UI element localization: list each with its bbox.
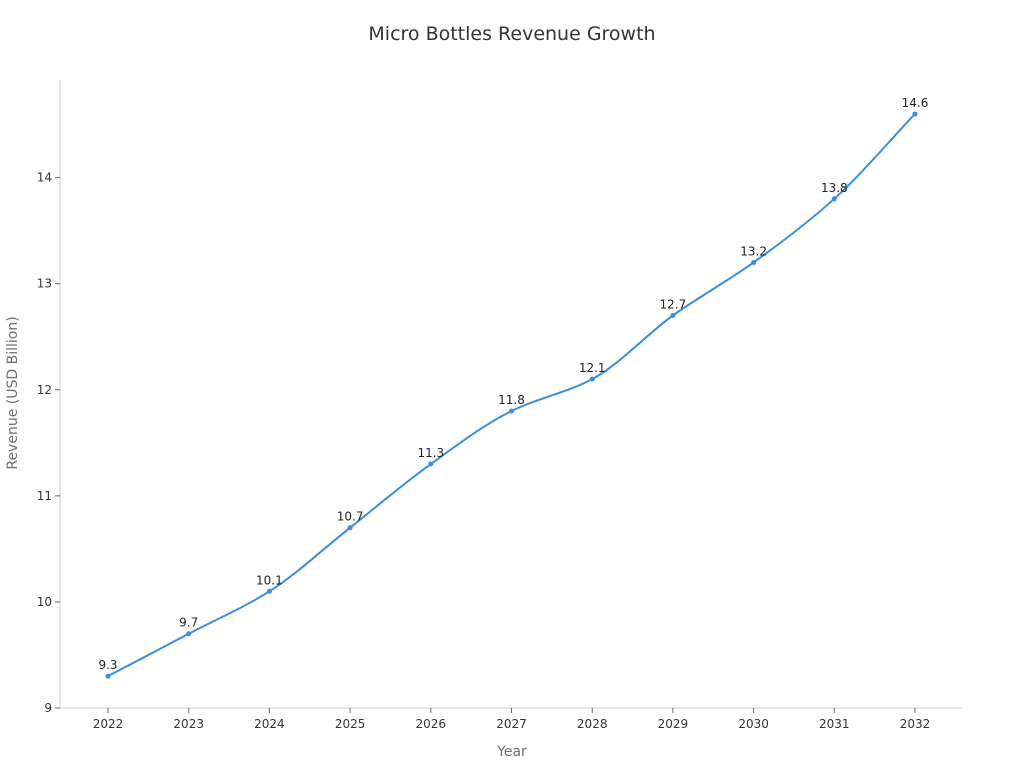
data-point (347, 525, 353, 531)
x-tick-label: 2031 (819, 717, 850, 731)
x-tick-label: 2025 (335, 717, 366, 731)
x-tick-label: 2023 (173, 717, 204, 731)
x-tick-label: 2026 (416, 717, 447, 731)
x-axis-ticks: 2022 2023 2024 2025 2026 2027 2028 2029 2030 2031… (93, 708, 931, 731)
y-axis-label: Revenue (USD Billion) (5, 316, 21, 469)
data-label: 10.1 (256, 573, 283, 587)
data-point (589, 376, 595, 382)
y-tick-label: 9 (44, 701, 52, 715)
chart-title: Micro Bottles Revenue Growth (368, 23, 655, 45)
y-axis-ticks: 9 10 11 12 13 14 (37, 171, 60, 715)
y-tick-label: 10 (37, 595, 52, 609)
data-point (751, 259, 757, 265)
x-tick-label: 2024 (254, 717, 285, 731)
data-points (105, 111, 918, 679)
data-labels: 9.3 9.7 10.1 10.7 11.3 11.8 12.1 12.7 13.2 13.8 14… (98, 96, 928, 672)
x-tick-label: 2028 (577, 717, 608, 731)
data-label: 12.7 (660, 298, 687, 312)
data-point (266, 588, 272, 594)
x-tick-label: 2030 (738, 717, 769, 731)
data-point (509, 408, 514, 414)
data-point (105, 673, 111, 679)
x-tick-label: 2032 (900, 717, 931, 731)
data-point (428, 461, 434, 467)
x-tick-label: 2029 (658, 717, 689, 731)
data-label: 13.2 (740, 244, 767, 258)
data-point (831, 196, 837, 202)
data-point (670, 313, 676, 318)
x-tick-label: 2022 (93, 717, 124, 731)
data-point (186, 631, 192, 637)
y-tick-label: 14 (37, 171, 52, 185)
data-label: 13.8 (821, 181, 848, 195)
data-label: 11.8 (498, 393, 525, 407)
data-label: 11.3 (417, 446, 444, 460)
data-label: 10.7 (337, 510, 364, 524)
x-axis-label: Year (496, 744, 527, 760)
y-tick-label: 13 (37, 277, 52, 291)
data-point (912, 111, 918, 117)
data-label: 9.7 (179, 616, 198, 630)
x-tick-label: 2027 (496, 717, 527, 731)
y-tick-label: 11 (37, 489, 52, 503)
y-tick-label: 12 (37, 383, 52, 397)
data-label: 9.3 (98, 658, 117, 672)
data-label: 14.6 (902, 96, 929, 110)
data-label: 12.1 (579, 361, 606, 375)
